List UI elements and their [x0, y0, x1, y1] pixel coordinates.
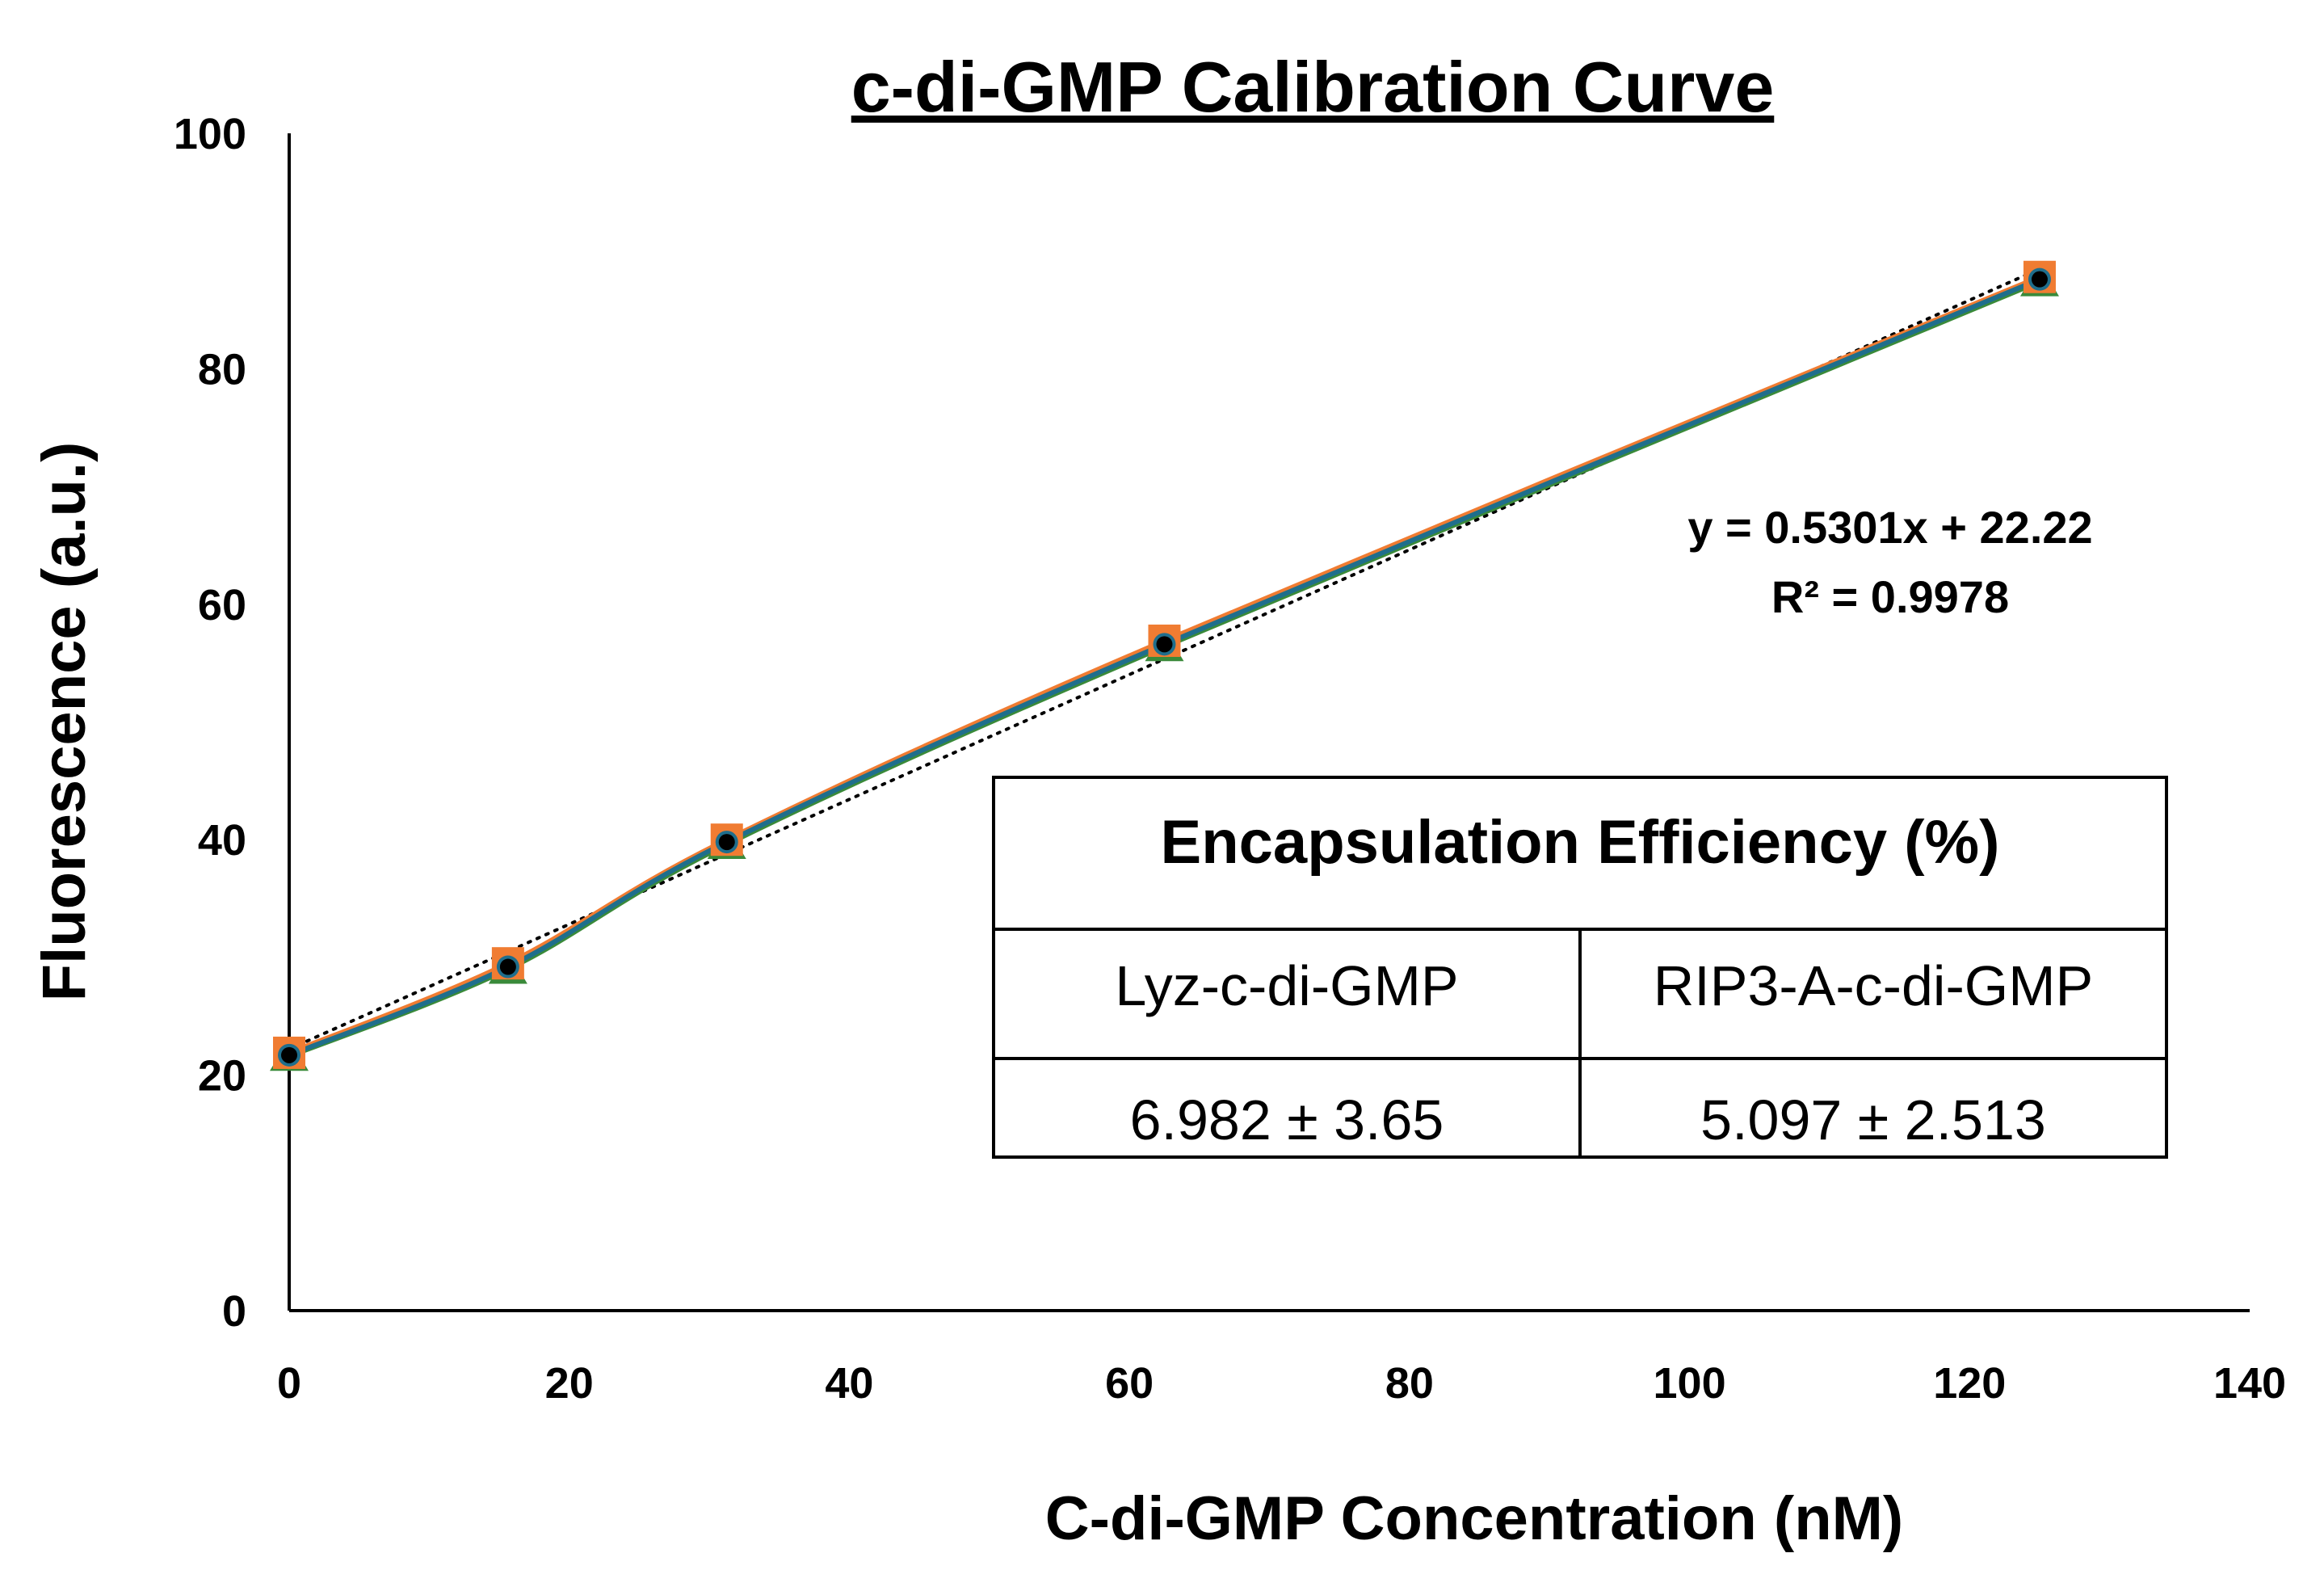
mean-point	[1156, 636, 1173, 653]
series-line-3	[288, 276, 2041, 1058]
trendline-equation: y = 0.5301x + 22.22	[1687, 502, 2092, 553]
series-layer	[270, 260, 2059, 1071]
mean-point	[281, 1046, 297, 1063]
x-tick-labels: 0 20 40 60 80 100 120 140	[277, 1359, 2286, 1408]
table-title: Encapsulation Efficiency (%)	[1161, 808, 2000, 877]
table-value-rip3: 5.097 ± 2.513	[1700, 1088, 2046, 1151]
x-tick-label: 40	[825, 1359, 873, 1408]
table-col-header-lyz: Lyz-c-di-GMP	[1115, 954, 1458, 1017]
y-tick-label: 60	[198, 581, 246, 629]
x-tick-label: 140	[2213, 1359, 2286, 1408]
mean-point	[2031, 271, 2048, 288]
x-tick-label: 0	[277, 1359, 301, 1408]
chart-title: c-di-GMP Calibration Curve	[851, 47, 1775, 127]
y-tick-label: 20	[198, 1052, 246, 1101]
mean-point	[499, 958, 516, 975]
mean-point	[718, 834, 735, 851]
y-tick-label: 0	[222, 1287, 246, 1336]
x-tick-label: 100	[1654, 1359, 1726, 1408]
y-tick-labels: 0 20 40 60 80 100	[174, 110, 246, 1336]
x-tick-label: 20	[545, 1359, 594, 1408]
y-axis-label: Fluorescence (a.u.)	[30, 442, 99, 1002]
y-tick-label: 40	[198, 816, 246, 865]
y-tick-label: 100	[174, 110, 246, 158]
x-tick-label: 120	[1933, 1359, 2006, 1408]
y-tick-label: 80	[198, 345, 246, 394]
trendline-r2: R² = 0.9978	[1771, 571, 2009, 622]
series-line-2	[288, 274, 2041, 1055]
table-value-lyz: 6.982 ± 3.65	[1130, 1088, 1444, 1151]
x-tick-label: 60	[1105, 1359, 1154, 1408]
x-axis-label: C-di-GMP Concentration (nM)	[1045, 1484, 1903, 1553]
encapsulation-table: Encapsulation Efficiency (%) Lyz-c-di-GM…	[992, 776, 2168, 1159]
x-tick-label: 80	[1385, 1359, 1434, 1408]
table-col-header-rip3: RIP3-A-c-di-GMP	[1654, 954, 2093, 1017]
